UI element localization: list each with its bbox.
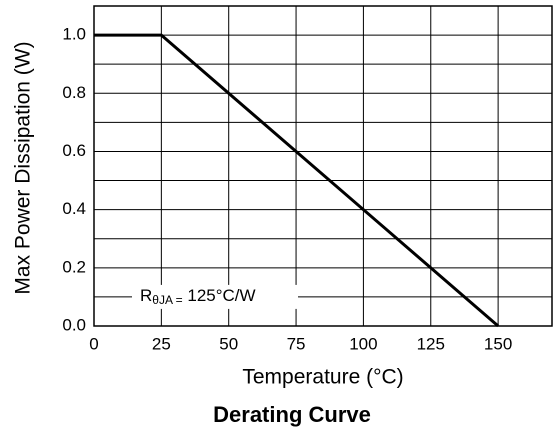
x-tick-label: 0 (89, 334, 98, 353)
y-tick-label: 0.0 (62, 315, 86, 334)
x-tick-label: 50 (219, 334, 238, 353)
x-axis-label: Temperature (°C) (242, 366, 403, 389)
x-tick-label: 25 (152, 334, 171, 353)
x-tick-label: 125 (417, 334, 445, 353)
annotation: RθJA = 125°C/W (140, 286, 256, 307)
y-axis-label: Max Power Dissipation (W) (12, 41, 35, 294)
x-tick-label: 150 (484, 334, 512, 353)
x-tick-label: 75 (287, 334, 306, 353)
annotation-sub: θJA = (152, 293, 182, 307)
y-tick-label: 0.8 (62, 83, 86, 102)
x-tick-label: 100 (349, 334, 377, 353)
annotation-bg (132, 284, 298, 309)
annotation-rest: 125°C/W (183, 286, 256, 305)
y-tick-label: 0.2 (62, 257, 86, 276)
y-tick-label: 1.0 (62, 25, 86, 44)
chart-title: Derating Curve (213, 402, 371, 427)
y-tick-label: 0.6 (62, 141, 86, 160)
plot-frame (93, 5, 553, 327)
y-tick-label: 0.4 (62, 199, 86, 218)
annotation-main: R (140, 286, 152, 305)
data-line (94, 33, 500, 328)
